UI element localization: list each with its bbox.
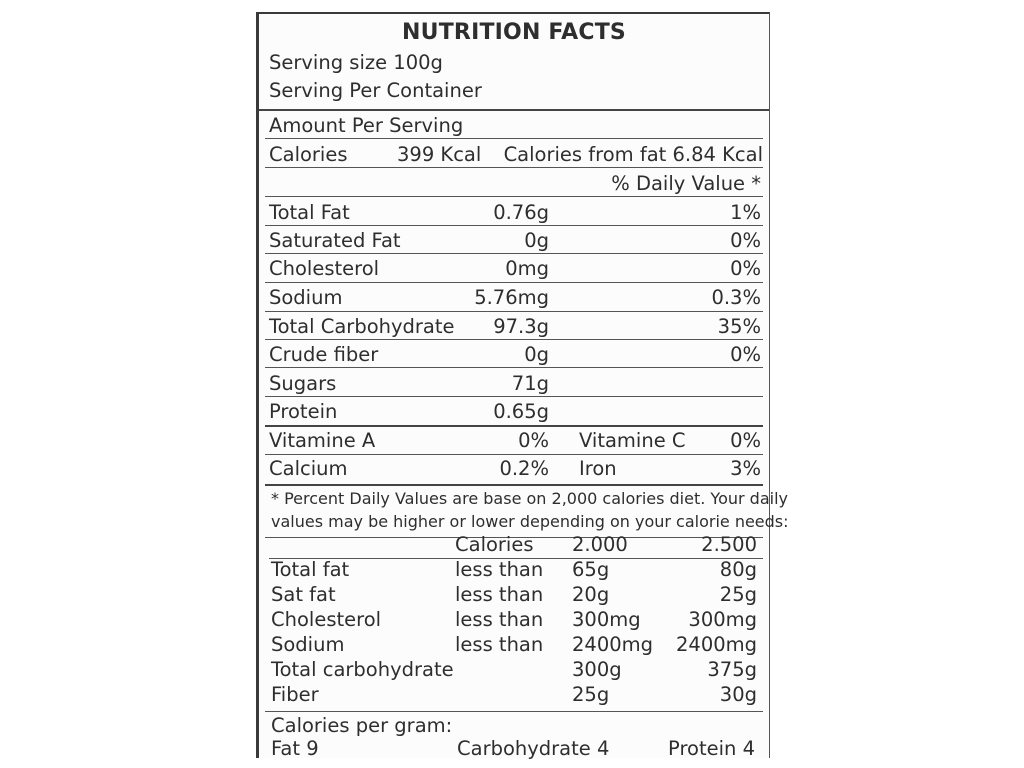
- calories-per-gram-label: Calories per gram:: [271, 714, 453, 737]
- reference-qualifier: less than: [455, 633, 544, 656]
- reference-col1: 65g: [572, 558, 610, 581]
- nutrient-amount: 0g: [524, 229, 549, 252]
- nutrient-daily-value: 35%: [717, 315, 761, 338]
- nutrient-amount: 5.76mg: [474, 286, 549, 309]
- divider: [269, 558, 763, 559]
- calories-label: Calories: [269, 143, 348, 166]
- reference-name: Cholesterol: [271, 608, 382, 631]
- vitamin-name: Iron: [579, 457, 617, 480]
- nutrient-daily-value: 0%: [730, 229, 761, 252]
- nutrient-name: Sodium: [269, 286, 343, 309]
- nutrient-amount: 97.3g: [493, 315, 549, 338]
- reference-col2: 375g: [707, 658, 757, 681]
- reference-col2: 30g: [719, 683, 757, 706]
- calories-per-gram-fat: Fat 9: [271, 737, 319, 760]
- reference-col2: 25g: [719, 583, 757, 606]
- calories-per-gram-carbohydrate: Carbohydrate 4: [457, 737, 610, 760]
- divider: [265, 253, 763, 254]
- divider: [265, 367, 763, 368]
- reference-name: Fiber: [271, 683, 319, 706]
- calories-per-gram-protein: Protein 4: [668, 737, 755, 760]
- divider: [265, 339, 763, 340]
- divider: [265, 484, 763, 486]
- divider: [265, 711, 763, 712]
- divider: [265, 196, 763, 197]
- vitamin-name: Vitamine C: [579, 429, 686, 452]
- nutrient-amount: 71g: [511, 372, 549, 395]
- nutrient-daily-value: 0.3%: [711, 286, 761, 309]
- vitamin-name: Vitamine A: [269, 429, 376, 452]
- nutrient-daily-value: 1%: [730, 201, 761, 224]
- vitamin-value: 3%: [730, 457, 761, 480]
- reference-col2-header: 2.500: [701, 533, 757, 556]
- daily-value-header: % Daily Value *: [611, 172, 761, 195]
- reference-col1: 25g: [572, 683, 610, 706]
- divider: [265, 425, 763, 427]
- vitamin-value: 0%: [730, 429, 761, 452]
- divider: [265, 537, 763, 538]
- reference-col1: 300mg: [572, 608, 641, 631]
- reference-qualifier: less than: [455, 608, 544, 631]
- nutrient-daily-value: 0%: [730, 257, 761, 280]
- reference-name: Sat fat: [271, 583, 336, 606]
- reference-name: Total fat: [271, 558, 350, 581]
- reference-calories-label: Calories: [455, 533, 534, 556]
- divider: [265, 138, 763, 139]
- nutrient-amount: 0g: [524, 343, 549, 366]
- divider: [259, 109, 769, 111]
- calories-value: 399 Kcal: [397, 143, 482, 166]
- divider: [265, 282, 763, 283]
- reference-col2: 2400mg: [676, 633, 757, 656]
- reference-col1-header: 2.000: [572, 533, 628, 556]
- nutrient-name: Total Carbohydrate: [269, 315, 455, 338]
- vitamin-value: 0%: [518, 429, 549, 452]
- nutrition-facts-panel: NUTRITION FACTS Serving size 100g Servin…: [256, 12, 789, 760]
- nutrient-daily-value: 0%: [730, 343, 761, 366]
- footnote-line: values may be higher or lower depending …: [271, 512, 789, 531]
- calories-from-fat: Calories from fat 6.84 Kcal: [503, 143, 763, 166]
- nutrient-name: Total Fat: [269, 201, 350, 224]
- serving-size: Serving size 100g: [269, 51, 443, 74]
- divider: [265, 225, 763, 226]
- reference-col1: 20g: [572, 583, 610, 606]
- nutrient-amount: 0.76g: [493, 201, 549, 224]
- nutrient-name: Crude fiber: [269, 343, 379, 366]
- footnote-line: * Percent Daily Values are base on 2,000…: [271, 489, 788, 508]
- nutrient-name: Saturated Fat: [269, 229, 401, 252]
- nutrient-name: Protein: [269, 400, 338, 423]
- reference-qualifier: less than: [455, 583, 544, 606]
- divider: [265, 396, 763, 397]
- divider: [265, 311, 763, 312]
- vitamin-name: Calcium: [269, 457, 348, 480]
- panel-title: NUTRITION FACTS: [402, 20, 626, 45]
- vitamin-value: 0.2%: [499, 457, 549, 480]
- reference-name: Total carbohydrate: [271, 658, 454, 681]
- nutrient-name: Sugars: [269, 372, 337, 395]
- reference-col1: 300g: [572, 658, 622, 681]
- reference-col1: 2400mg: [572, 633, 653, 656]
- reference-col2: 80g: [719, 558, 757, 581]
- nutrient-name: Cholesterol: [269, 257, 380, 280]
- divider: [265, 167, 763, 168]
- reference-col2: 300mg: [688, 608, 757, 631]
- servings-per-container: Serving Per Container: [269, 79, 482, 102]
- divider: [265, 454, 763, 455]
- amount-per-serving: Amount Per Serving: [269, 114, 464, 137]
- reference-qualifier: less than: [455, 558, 544, 581]
- reference-name: Sodium: [271, 633, 345, 656]
- nutrient-amount: 0.65g: [493, 400, 549, 423]
- nutrient-amount: 0mg: [505, 257, 549, 280]
